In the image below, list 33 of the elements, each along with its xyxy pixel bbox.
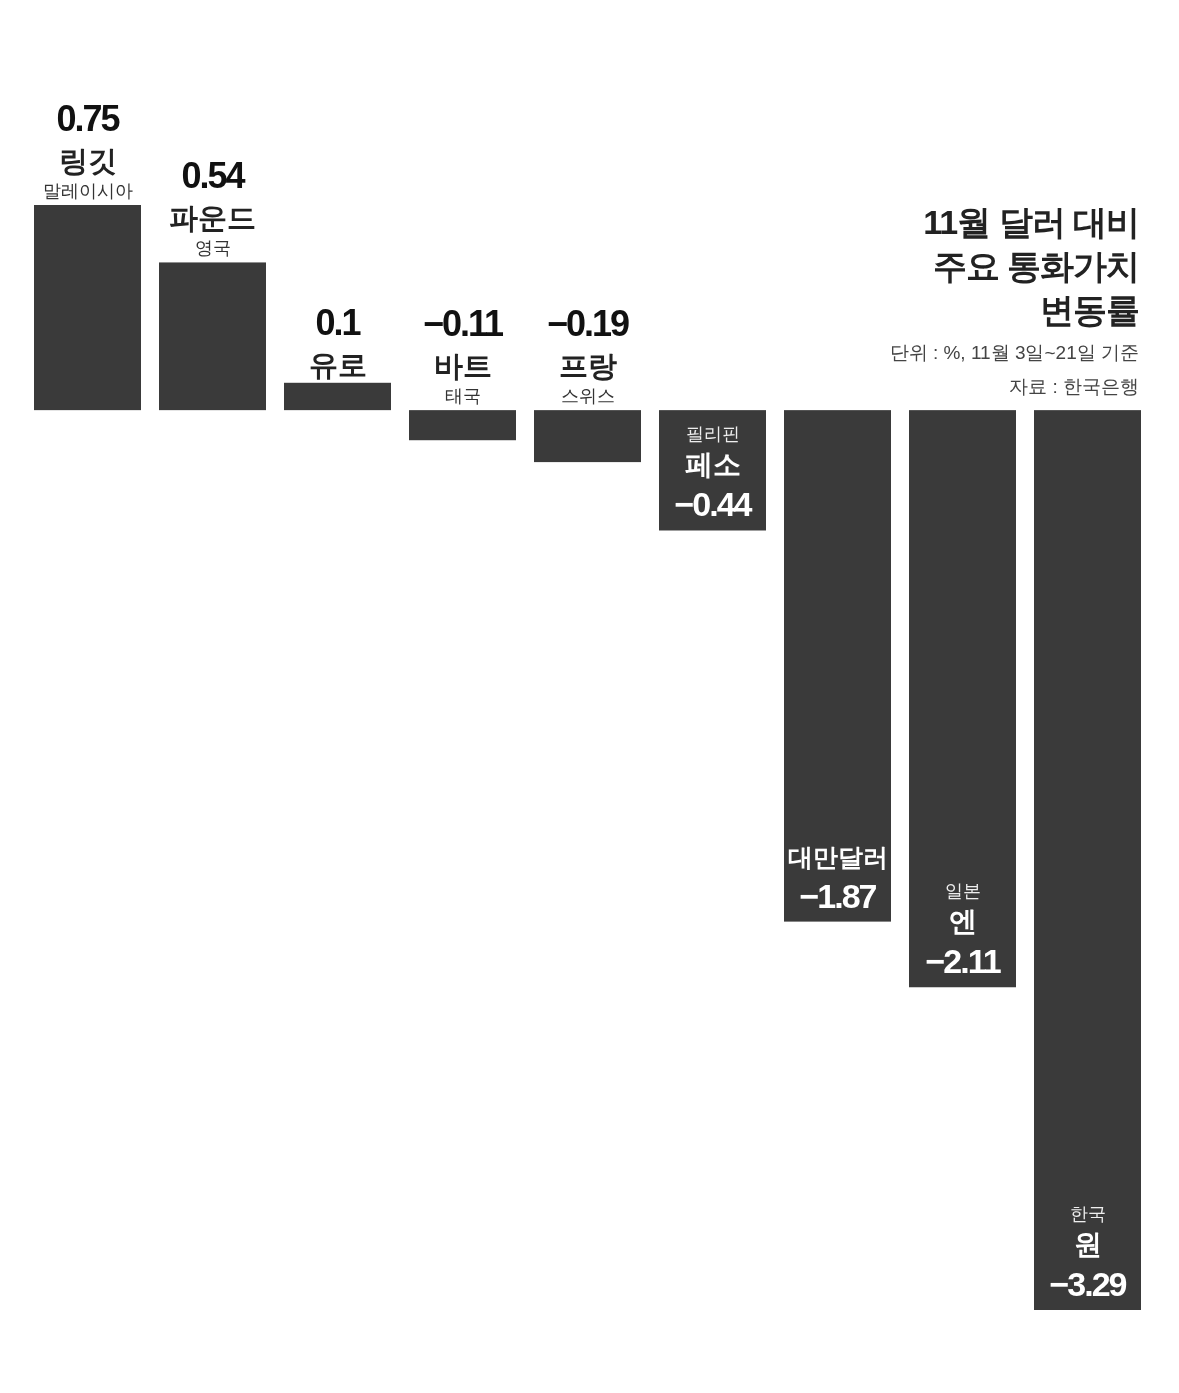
data-label: −0.11 (422, 303, 505, 345)
data-label: −1.87 (799, 876, 877, 915)
bar: 필리핀 페소 −0.44 (659, 410, 766, 531)
x-tick-label: 유로 (308, 348, 367, 381)
x-tick-label: 필리핀 페소 (684, 424, 741, 481)
data-label: −0.44 (674, 485, 753, 524)
data-label: −3.29 (1049, 1265, 1127, 1303)
bar: 대만달러 −1.87 (784, 410, 891, 922)
x-tick-label: 파운드 영국 (169, 202, 256, 259)
bar: −0.11 바트 태국 (409, 303, 516, 441)
x-tick-label: 프랑 스위스 (558, 350, 617, 407)
data-label: −0.19 (546, 303, 630, 345)
data-label: −2.11 (925, 942, 1001, 981)
bar: 한국 원 −3.29 (1034, 410, 1141, 1310)
annotation: 자료 : 한국은행 (1008, 375, 1139, 399)
x-tick-label: 바트 태국 (433, 350, 492, 407)
annotation: 단위 : %, 11월 3일~21일 기준 (888, 341, 1139, 365)
x-tick-label: 링깃 말레이시아 (42, 145, 133, 201)
data-label: 0.54 (181, 155, 246, 197)
bar (34, 205, 141, 411)
bar (409, 410, 516, 441)
bar: 0.1 유로 (284, 301, 391, 411)
bar: 일본 엔 −2.11 (909, 410, 1016, 988)
text: 11월 달러 대비 주요 통화가치 변동률 (922, 202, 1139, 331)
bar: −0.19 프랑 스위스 (534, 303, 641, 463)
data-label: 0.75 (56, 98, 121, 139)
x-tick-label: 한국 원 (1069, 1204, 1106, 1260)
x-tick-label: 일본 엔 (944, 881, 981, 938)
data-label: 0.1 (315, 301, 362, 343)
bar (534, 410, 641, 463)
bar (284, 382, 391, 411)
x-tick-label: 대만달러 (787, 842, 888, 871)
bar (159, 262, 266, 411)
